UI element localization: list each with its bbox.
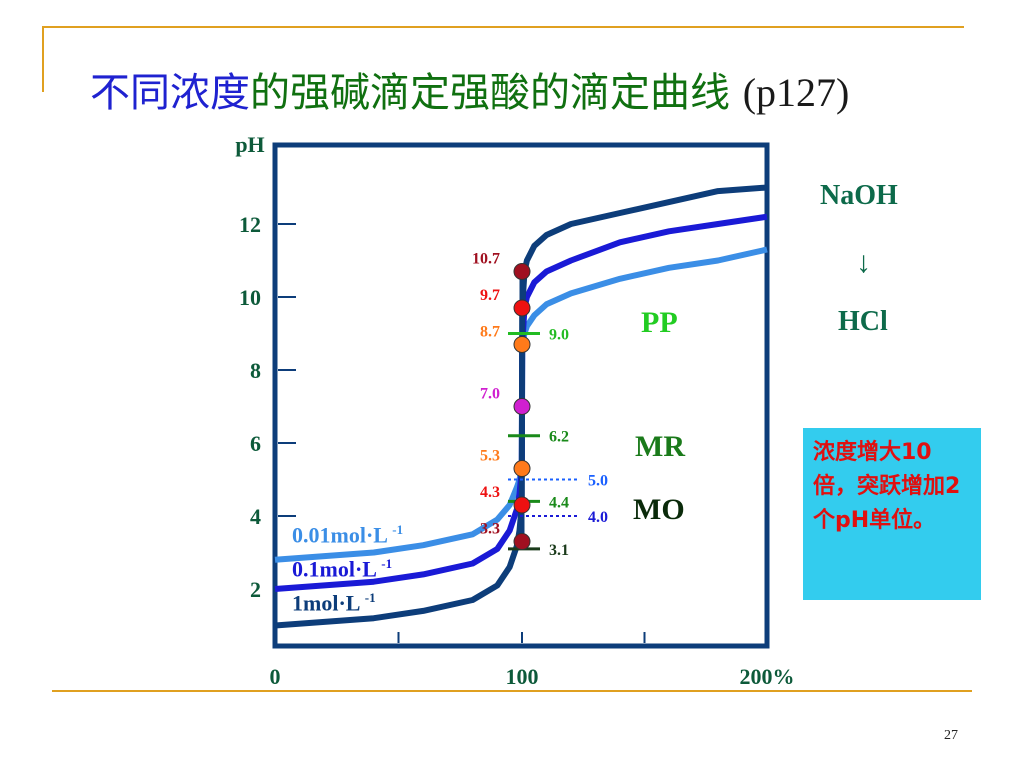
jump-point-label: 8.7 xyxy=(480,323,500,340)
y-tick-label: 4 xyxy=(250,504,261,529)
title-page-ref: (p127) xyxy=(742,70,850,115)
series-label-superscript: -1 xyxy=(364,590,376,605)
series-label-superscript: -1 xyxy=(392,522,404,537)
jump-point-label: 4.3 xyxy=(480,484,500,501)
note-box: 浓度增大10倍，突跃增加2个pH单位。 xyxy=(803,428,981,600)
indicator-value: 6.2 xyxy=(549,429,569,446)
reaction-top: NaOH xyxy=(820,180,898,211)
x-tick-label: 200% xyxy=(740,664,795,689)
jump-point xyxy=(513,335,531,353)
slide-title: 不同浓度的强碱滴定强酸的滴定曲线 (p127) xyxy=(90,60,849,118)
series-label-1: 1mol·L -1 xyxy=(292,590,376,616)
y-tick-label: 10 xyxy=(239,285,261,310)
jump-point-label: 7.0 xyxy=(480,386,500,403)
jump-point xyxy=(513,460,531,478)
jump-point-label: 10.7 xyxy=(472,250,500,267)
y-tick-label: 12 xyxy=(239,212,261,237)
left-rule xyxy=(42,26,44,92)
jump-point xyxy=(513,262,531,280)
indicator-name-mr: MR xyxy=(635,430,685,463)
indicator-name-pp: PP xyxy=(641,306,678,339)
jump-point-label: 3.3 xyxy=(480,521,500,538)
top-rule xyxy=(42,26,964,28)
jump-point-label: 5.3 xyxy=(480,448,500,465)
series-label-1-text: 1mol·L xyxy=(292,590,360,616)
series-label-01: 0.1mol·L -1 xyxy=(292,556,392,582)
y-tick-label: 8 xyxy=(250,358,261,383)
title-highlight: 不同浓度 xyxy=(90,70,250,116)
jump-point xyxy=(513,398,531,415)
title-main: 的强碱滴定强酸的滴定曲线 xyxy=(250,70,730,116)
indicator-name-mo: MO xyxy=(633,493,685,526)
y-tick-label: 2 xyxy=(250,577,261,602)
series-label-01-text: 0.1mol·L xyxy=(292,556,376,582)
jump-point xyxy=(513,299,531,317)
range-value: 5.0 xyxy=(588,473,608,490)
indicator-value: 9.0 xyxy=(549,327,569,344)
y-axis-label: pH xyxy=(235,132,264,157)
jump-point-label: 9.7 xyxy=(480,287,500,304)
reaction-bottom: HCl xyxy=(838,306,888,337)
page-number: 27 xyxy=(944,728,958,743)
note-text: 浓度增大10倍，突跃增加2个pH单位。 xyxy=(813,440,961,533)
series-label-001-text: 0.01mol·L xyxy=(292,522,387,548)
jump-point xyxy=(513,496,531,514)
reaction-arrow: ↓ xyxy=(856,246,871,279)
x-tick-label: 0 xyxy=(270,664,281,689)
range-value: 4.0 xyxy=(588,509,608,526)
series-label-001: 0.01mol·L -1 xyxy=(292,522,403,548)
series-label-superscript: -1 xyxy=(381,556,393,571)
y-tick-label: 6 xyxy=(250,431,261,456)
indicator-value: 4.4 xyxy=(549,494,569,511)
indicator-value: 3.1 xyxy=(549,542,569,559)
x-tick-label: 100 xyxy=(506,664,539,689)
bottom-rule xyxy=(52,690,972,692)
plot-frame xyxy=(272,142,770,649)
jump-point xyxy=(513,533,531,551)
